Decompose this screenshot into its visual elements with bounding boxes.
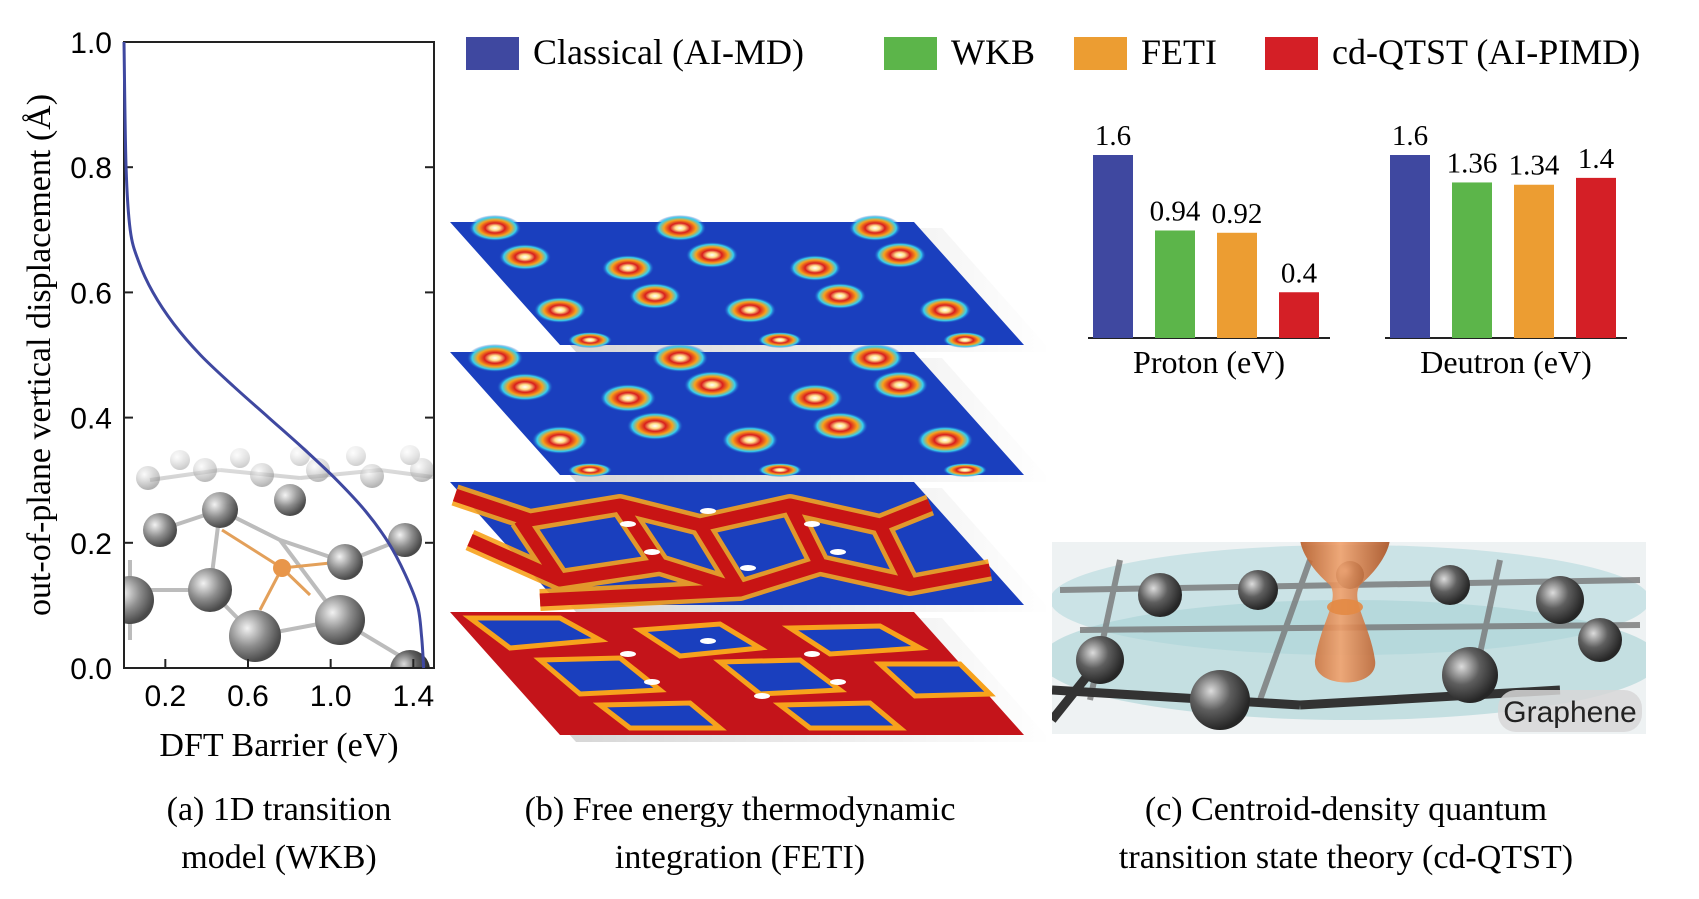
legend: Classical (AI-MD) WKB FETI cd-QTST (AI-P… [466, 32, 1640, 72]
bar-value-label: 1.4 [1578, 143, 1615, 175]
legend-swatch-classical [466, 37, 519, 70]
y-tick-label: 0.2 [70, 528, 112, 561]
wkb-barrier-curve [122, 41, 426, 669]
legend-swatch-wkb [884, 37, 937, 70]
caption-c-line1: (c) Centroid-density quantum [1145, 791, 1547, 828]
heatmap-layer-4 [450, 612, 1052, 742]
caption-a-line2: model (WKB) [181, 839, 376, 876]
graphene-label: Graphene [1503, 696, 1636, 729]
bar-value-label: 0.94 [1150, 195, 1201, 227]
legend-label-wkb: WKB [951, 32, 1035, 72]
caption-b-line1: (b) Free energy thermodynamic [525, 791, 956, 828]
x-tick-label: 1.0 [310, 680, 352, 713]
y-tick-label: 1.0 [70, 27, 112, 60]
bar-value-label: 1.36 [1447, 147, 1498, 179]
caption-a-line1: (a) 1D transition [167, 791, 392, 828]
bar-feti [1514, 184, 1554, 338]
graphene-transition-state-illustration: Graphene [1052, 542, 1646, 734]
heatmap-layer-3 [450, 482, 1052, 612]
deutron-axis-label: Deutron (eV) [1420, 344, 1591, 380]
panel-b-heatmap-stack [450, 215, 1052, 742]
captions: (a) 1D transition model (WKB) (b) Free e… [167, 791, 1573, 876]
heatmap-layer-2 [450, 344, 1052, 482]
x-tick-label: 1.4 [392, 680, 434, 713]
bar-feti [1217, 232, 1257, 338]
xaxis-label-a: DFT Barrier (eV) [159, 727, 398, 764]
axis-ticks-a: 0.0 0.2 0.4 0.6 0.8 1.0 0.2 0.6 1.0 1.4 [70, 27, 434, 713]
y-tick-label: 0.4 [70, 403, 112, 436]
legend-swatch-cdqtst [1265, 37, 1318, 70]
caption-b-line2: integration (FETI) [615, 839, 865, 876]
bar-wkb [1155, 230, 1195, 338]
bar-cd-qtst-ai-pimd [1576, 177, 1616, 338]
axes-frame-a [123, 41, 435, 669]
y-tick-label: 0.6 [70, 277, 112, 310]
graphene-molecule-illustration [124, 430, 434, 668]
proton-axis-label: Proton (eV) [1133, 344, 1285, 380]
bar-classical-ai-md [1390, 155, 1430, 338]
bar-value-label: 0.4 [1281, 257, 1318, 289]
substituted-atom [273, 559, 291, 577]
x-tick-label: 0.6 [227, 680, 269, 713]
panel-c: Proton (eV) 1.6 0.94 0.92 0.4 Deutron (eV) … [1052, 120, 1646, 734]
bar-value-label: 1.6 [1392, 120, 1428, 152]
heatmap-layer-1 [450, 215, 1052, 352]
bar-value-label: 0.92 [1212, 198, 1263, 230]
bar-cd-qtst-ai-pimd [1279, 292, 1319, 338]
legend-label-feti: FETI [1141, 32, 1217, 72]
yaxis-label-a: out-of-plane vertical displacement (Å) [21, 94, 58, 616]
deutron-bar-chart: Deutron (eV) 1.6 1.36 1.34 1.4 [1385, 120, 1627, 380]
bar-wkb [1452, 182, 1492, 338]
legend-swatch-feti [1074, 37, 1127, 70]
proton-bar-chart: Proton (eV) 1.6 0.94 0.92 0.4 [1088, 120, 1330, 380]
proton-density-isosurface [1300, 542, 1390, 683]
x-tick-label: 0.2 [144, 680, 186, 713]
y-tick-label: 0.8 [70, 152, 112, 185]
y-tick-label: 0.0 [70, 653, 112, 686]
bar-value-label: 1.6 [1095, 120, 1131, 152]
bar-value-label: 1.34 [1509, 150, 1560, 182]
bar-classical-ai-md [1093, 155, 1133, 338]
legend-label-cdqtst: cd-QTST (AI-PIMD) [1332, 32, 1640, 72]
caption-c-line2: transition state theory (cd-QTST) [1119, 839, 1573, 876]
legend-label-classical: Classical (AI-MD) [533, 32, 804, 72]
panel-a: 0.0 0.2 0.4 0.6 0.8 1.0 0.2 0.6 1.0 1.4 DFT Barri… [21, 27, 435, 764]
